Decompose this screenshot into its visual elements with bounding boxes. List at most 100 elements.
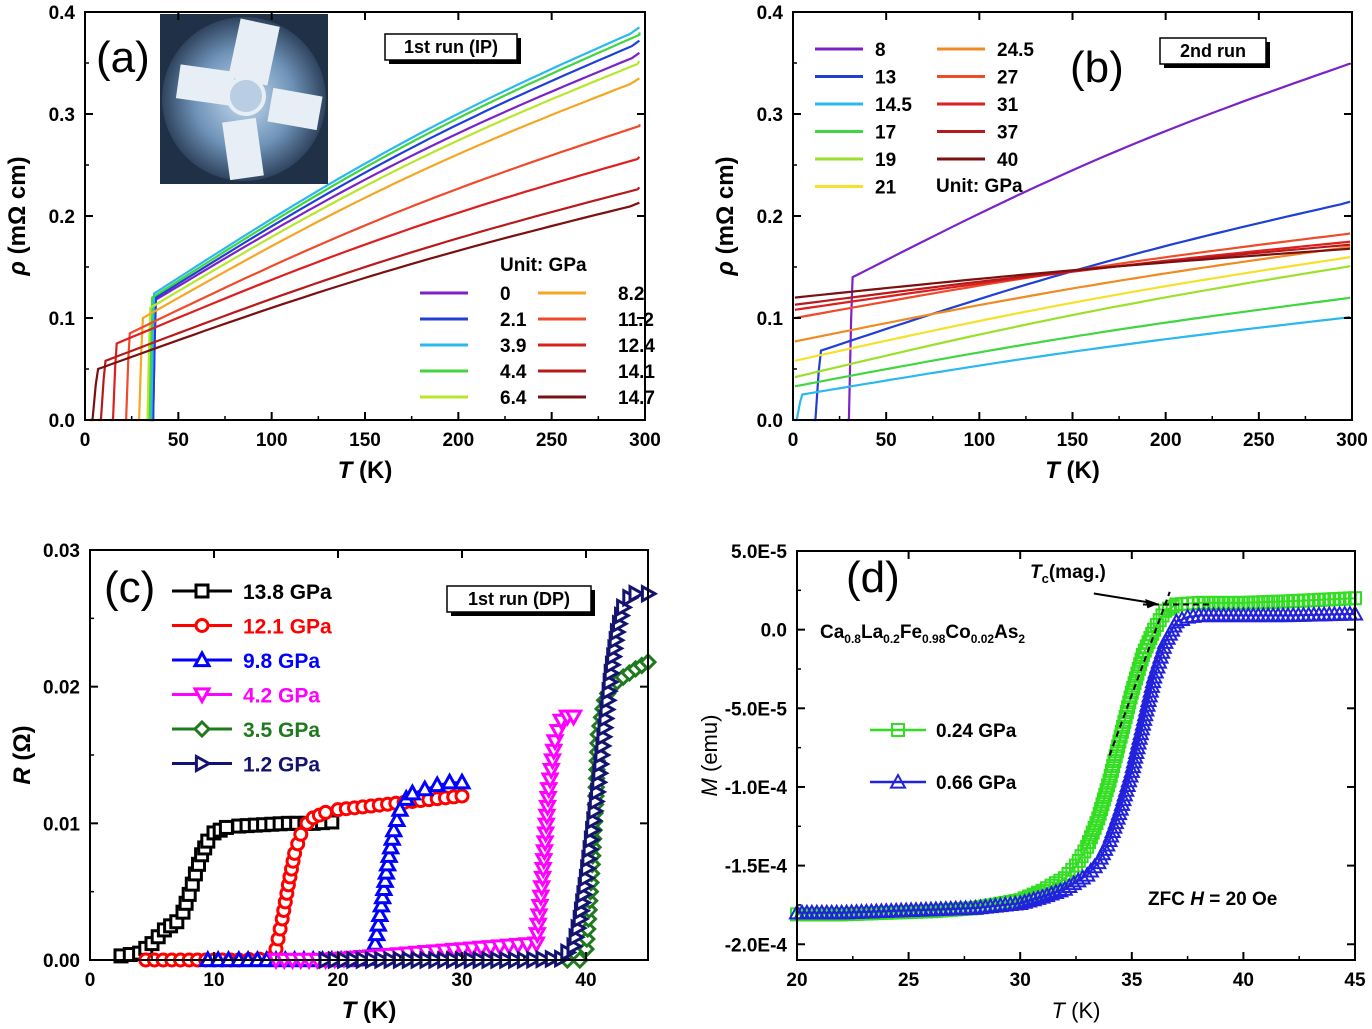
legend-marker (889, 772, 907, 789)
data-point (1121, 700, 1136, 715)
data-point (1113, 795, 1131, 811)
data-point (1165, 599, 1180, 614)
data-point (1153, 643, 1171, 659)
series-line-37 (794, 243, 1351, 306)
data-point (1133, 719, 1151, 736)
data-point (1130, 729, 1149, 745)
y-tick-label: 0.3 (757, 105, 783, 126)
data-point (1173, 610, 1191, 627)
y-axis-unit: (mΩ cm) (712, 156, 739, 254)
x-tick-label: 20 (327, 970, 348, 991)
x-tick-label: 100 (256, 430, 288, 451)
data-point (1112, 734, 1127, 749)
compound-formula-part: 0.2 (883, 632, 900, 646)
x-axis-title: T (K) (1045, 457, 1100, 484)
data-point (1114, 790, 1133, 807)
y-axis-unit: (mΩ cm) (4, 156, 31, 254)
inset-photo (160, 14, 328, 184)
y-tick-label: 0.4 (49, 3, 76, 24)
y-axis-unit: (Ω) (9, 725, 36, 760)
data-point (1126, 748, 1144, 764)
x-tick-label: 300 (629, 430, 661, 451)
data-point (1150, 652, 1168, 669)
series-line-13 (812, 200, 1351, 422)
data-point (1162, 601, 1176, 616)
legend-label: 4.2 GPa (243, 685, 320, 708)
data-point (1116, 719, 1131, 734)
compound-formula: Ca0.8La0.2Fe0.98Co0.02As2 (820, 622, 1025, 646)
tc-annotation-rest: (mag.) (1049, 562, 1106, 583)
data-point (1134, 714, 1152, 731)
legend-label: 3.9 (500, 336, 526, 357)
data-point (1144, 672, 1162, 689)
panel-letter: (c) (104, 563, 155, 612)
data-point (1116, 785, 1134, 802)
x-tick-label: 20 (786, 970, 807, 991)
data-point (1124, 685, 1139, 700)
series-line-8 (846, 62, 1352, 422)
series-line-4.2 GPa (276, 715, 574, 961)
panel-letter: (b) (1070, 43, 1124, 92)
series-line-2.1 (150, 39, 641, 422)
y-axis-title: R (Ω) (9, 725, 36, 784)
tc-annotation: Tc(mag.) (1030, 562, 1106, 586)
y-tick-label: 0.01 (43, 814, 80, 835)
data-point (379, 845, 399, 863)
data-point (1098, 787, 1113, 802)
data-point (1085, 825, 1100, 840)
data-point (370, 904, 390, 922)
legend-note: Unit: GPa (936, 176, 1023, 197)
series-line-19 (794, 264, 1351, 379)
compound-formula-part: Ca (820, 622, 845, 643)
legend-marker (194, 618, 210, 633)
data-point (1099, 783, 1114, 798)
data-point (1101, 778, 1116, 793)
panel-letter: (a) (96, 33, 150, 82)
x-axis-unit: (K) (359, 457, 392, 484)
data-point (1148, 657, 1167, 674)
data-point (1122, 695, 1137, 710)
data-point (387, 809, 407, 828)
data-point (1106, 758, 1121, 773)
data-point (1104, 763, 1119, 778)
data-point (544, 949, 562, 969)
legend-label: 40 (997, 150, 1018, 171)
data-point (1129, 733, 1148, 750)
legend-marker (891, 723, 905, 737)
y-tick-label: 0.1 (757, 309, 784, 330)
y-tick-label: 0.0 (757, 411, 783, 432)
data-point (427, 774, 447, 793)
compound-formula-part: 2 (1018, 632, 1025, 646)
legend-marker (192, 649, 212, 668)
data-point (440, 772, 460, 790)
conditions-h: H (1190, 889, 1205, 910)
data-point (1077, 844, 1092, 859)
data-point (293, 826, 309, 842)
data-point (1128, 738, 1147, 755)
data-point (381, 837, 401, 855)
data-point (1124, 757, 1142, 774)
legend-label: 24.5 (997, 40, 1034, 61)
x-tick-label: 250 (536, 430, 568, 451)
series-line-27 (794, 232, 1351, 320)
compound-formula-part: 0.98 (922, 632, 946, 646)
legend-label: 19 (875, 150, 896, 171)
data-point (1137, 700, 1156, 717)
data-point (1107, 754, 1122, 769)
data-point (402, 783, 422, 801)
x-tick-label: 200 (442, 430, 474, 451)
legend-label: 37 (997, 123, 1018, 144)
x-tick-label: 300 (1336, 430, 1368, 451)
data-point (1103, 768, 1118, 783)
legend-label: 0.66 GPa (936, 773, 1017, 794)
conditions-zfc: ZFC (1148, 889, 1190, 910)
legend-label: 6.4 (500, 388, 527, 409)
data-point (1142, 681, 1160, 698)
data-point (1082, 861, 1100, 878)
data-point (564, 709, 584, 727)
data-point (1089, 816, 1104, 831)
legend-label: 13 (875, 68, 896, 89)
inset-electrode (267, 87, 323, 131)
data-point (368, 914, 388, 932)
data-point (373, 887, 393, 905)
